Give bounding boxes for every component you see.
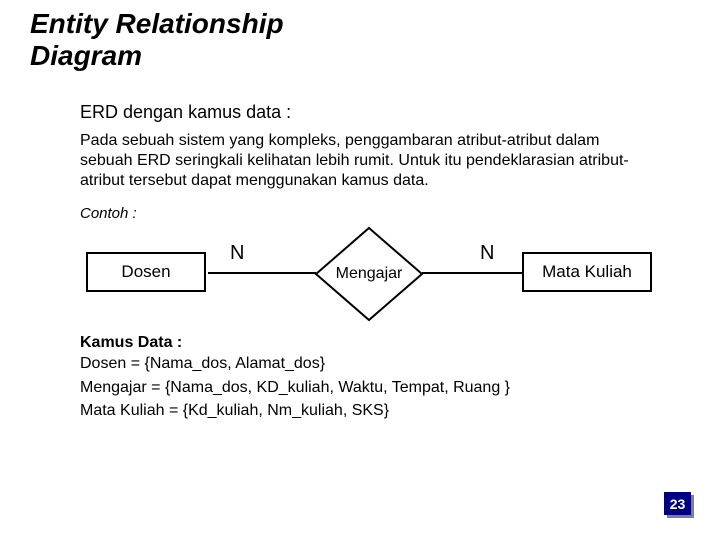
description-paragraph: Pada sebuah sistem yang kompleks, pengga… [80, 131, 650, 191]
erd-diagram: Dosen Mengajar Mata Kuliah N N [80, 228, 650, 328]
erd-connector-left [208, 272, 316, 274]
erd-relationship: Mengajar [314, 226, 424, 322]
data-dictionary-heading: Kamus Data : [80, 334, 650, 352]
data-dictionary-line: Dosen = {Nama_dos, Alamat_dos} [80, 352, 650, 375]
erd-entity-dosen: Dosen [86, 252, 206, 292]
erd-entity-label: Dosen [121, 262, 170, 282]
subheading: ERD dengan kamus data : [80, 102, 650, 123]
data-dictionary-line: Mata Kuliah = {Kd_kuliah, Nm_kuliah, SKS… [80, 399, 650, 422]
erd-relationship-label: Mengajar [314, 226, 424, 322]
page-title: Entity Relationship Diagram [0, 0, 380, 72]
erd-entity-label: Mata Kuliah [542, 262, 632, 282]
erd-cardinality-right: N [480, 242, 494, 265]
content-area: ERD dengan kamus data : Pada sebuah sist… [0, 102, 720, 422]
page-number-box: 23 [664, 492, 691, 515]
data-dictionary-line: Mengajar = {Nama_dos, KD_kuliah, Waktu, … [80, 376, 650, 399]
example-label: Contoh : [80, 205, 650, 222]
erd-cardinality-left: N [230, 242, 244, 265]
erd-entity-matakuliah: Mata Kuliah [522, 252, 652, 292]
page-number-badge: 23 [664, 492, 694, 518]
page-number-text: 23 [670, 496, 686, 512]
erd-connector-right [422, 272, 522, 274]
